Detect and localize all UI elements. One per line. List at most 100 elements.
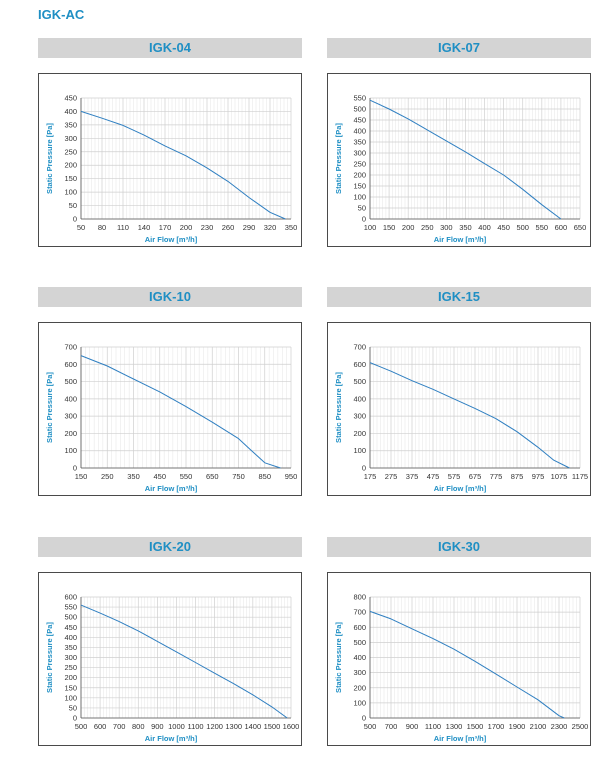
y-tick-label: 450	[353, 116, 366, 125]
y-tick-label: 550	[353, 94, 366, 103]
x-tick-label: 200	[402, 223, 415, 232]
y-tick-label: 100	[64, 446, 77, 455]
x-tick-label: 975	[532, 472, 545, 481]
series-line	[369, 610, 565, 719]
y-tick-label: 100	[353, 193, 366, 202]
y-tick-label: 50	[358, 204, 366, 213]
x-tick-label: 700	[385, 722, 398, 731]
series-line	[80, 355, 281, 469]
x-tick-label: 500	[364, 722, 377, 731]
x-tick-label: 1075	[551, 472, 568, 481]
y-tick-label: 200	[353, 683, 366, 692]
x-tick-label: 1400	[244, 722, 261, 731]
x-tick-label: 350	[127, 472, 140, 481]
x-tick-label: 200	[180, 223, 193, 232]
y-tick-label: 200	[353, 171, 366, 180]
x-tick-label: 300	[440, 223, 453, 232]
x-tick-label: 375	[406, 472, 419, 481]
x-tick-label: 1500	[467, 722, 484, 731]
chart-frame: 50 80 110 140 170 200 230 260 290 320 350 0 50 100 150…	[38, 73, 302, 247]
chart-title: IGK-30	[327, 537, 591, 557]
y-tick-label: 0	[73, 714, 77, 723]
y-tick-label: 800	[353, 593, 366, 602]
y-tick-label: 550	[64, 603, 77, 612]
x-tick-label: 230	[201, 223, 214, 232]
y-tick-label: 300	[64, 412, 77, 421]
y-tick-label: 200	[64, 161, 77, 170]
chart-title: IGK-07	[327, 38, 591, 58]
series-line	[369, 99, 562, 220]
chart-frame: 500 600 700 800 900 1000 1100 1200 1300 1400 1500 1…	[38, 572, 302, 746]
chart-svg: 150 250 350 450 550 650 750 850 950 0 100 200 300 400…	[45, 343, 297, 494]
x-tick-label: 1600	[283, 722, 300, 731]
chart-panel-igk-04: IGK-04 50 80 110 140 170 200 230 260 290 320 350 0 5…	[38, 38, 302, 247]
x-tick-label: 1300	[446, 722, 463, 731]
x-tick-label: 50	[77, 223, 85, 232]
x-tick-label: 2500	[572, 722, 589, 731]
x-tick-label: 2100	[530, 722, 547, 731]
x-tick-label: 800	[132, 722, 145, 731]
x-tick-label: 110	[117, 223, 129, 232]
page-title: IGK-AC	[38, 7, 85, 22]
y-axis-title: Static Pressure [Pa]	[45, 622, 54, 693]
x-tick-label: 1175	[572, 472, 588, 481]
x-tick-label: 450	[153, 472, 166, 481]
y-tick-label: 200	[64, 673, 77, 682]
chart-panel-igk-20: IGK-20 500 600 700 800 900 1000 1100 1200 1300 14…	[38, 537, 302, 746]
chart-frame: 500 700 900 1100 1300 1500 1700 1900 2100 2300 250…	[327, 572, 591, 746]
y-tick-label: 300	[64, 653, 77, 662]
y-tick-label: 100	[64, 188, 77, 197]
x-axis-title: Air Flow [m³/h]	[145, 484, 198, 493]
x-tick-label: 650	[206, 472, 219, 481]
y-tick-label: 450	[64, 623, 77, 632]
y-axis-title: Static Pressure [Pa]	[334, 372, 343, 443]
x-tick-label: 900	[151, 722, 164, 731]
x-tick-label: 575	[448, 472, 461, 481]
y-tick-label: 500	[353, 377, 366, 386]
x-tick-label: 600	[94, 722, 107, 731]
chart-svg: 175 275 375 475 575 675 775 875 975 1075 1175 0 100 2…	[334, 343, 588, 494]
x-tick-label: 550	[536, 223, 549, 232]
chart-frame: 100 150 200 250 300 350 400 450 500 550 600 650 0 50 1…	[327, 73, 591, 247]
y-tick-label: 250	[64, 147, 77, 156]
y-tick-label: 400	[64, 633, 77, 642]
x-tick-label: 1200	[206, 722, 223, 731]
series-line	[369, 362, 570, 469]
y-tick-label: 150	[353, 182, 366, 191]
y-tick-label: 400	[353, 653, 366, 662]
y-tick-label: 700	[353, 343, 366, 352]
x-axis-title: Air Flow [m³/h]	[145, 734, 198, 743]
y-tick-label: 400	[353, 394, 366, 403]
y-tick-label: 50	[69, 201, 77, 210]
y-tick-label: 0	[362, 215, 366, 224]
y-tick-label: 0	[362, 714, 366, 723]
chart-panel-igk-30: IGK-30 500 700 900 1100 1300 1500 1700 1900 2100…	[327, 537, 591, 746]
chart-title: IGK-15	[327, 287, 591, 307]
y-axis-title: Static Pressure [Pa]	[45, 372, 54, 443]
x-tick-label: 250	[101, 472, 114, 481]
y-tick-label: 400	[64, 107, 77, 116]
series-line	[80, 110, 286, 220]
y-tick-label: 250	[353, 160, 366, 169]
y-tick-label: 600	[353, 623, 366, 632]
y-tick-label: 400	[353, 127, 366, 136]
x-tick-label: 500	[516, 223, 529, 232]
y-tick-label: 100	[353, 446, 366, 455]
series-line	[80, 604, 288, 719]
x-tick-label: 675	[469, 472, 482, 481]
y-axis-title: Static Pressure [Pa]	[45, 123, 54, 194]
x-tick-label: 260	[222, 223, 235, 232]
x-tick-label: 400	[478, 223, 491, 232]
x-tick-label: 475	[427, 472, 440, 481]
chart-svg: 500 700 900 1100 1300 1500 1700 1900 2100 2300 250…	[334, 593, 589, 744]
chart-frame: 175 275 375 475 575 675 775 875 975 1075 1175 0 100 2…	[327, 322, 591, 496]
chart-frame: 150 250 350 450 550 650 750 850 950 0 100 200 300 400…	[38, 322, 302, 496]
y-tick-label: 600	[353, 360, 366, 369]
y-tick-label: 200	[353, 429, 366, 438]
y-tick-label: 300	[64, 134, 77, 143]
chart-panel-igk-15: IGK-15 175 275 375 475 575 675 775 875 975 1075 11…	[327, 287, 591, 496]
x-tick-label: 1100	[425, 722, 441, 731]
x-tick-label: 700	[113, 722, 126, 731]
x-tick-label: 250	[421, 223, 434, 232]
x-tick-label: 500	[75, 722, 88, 731]
